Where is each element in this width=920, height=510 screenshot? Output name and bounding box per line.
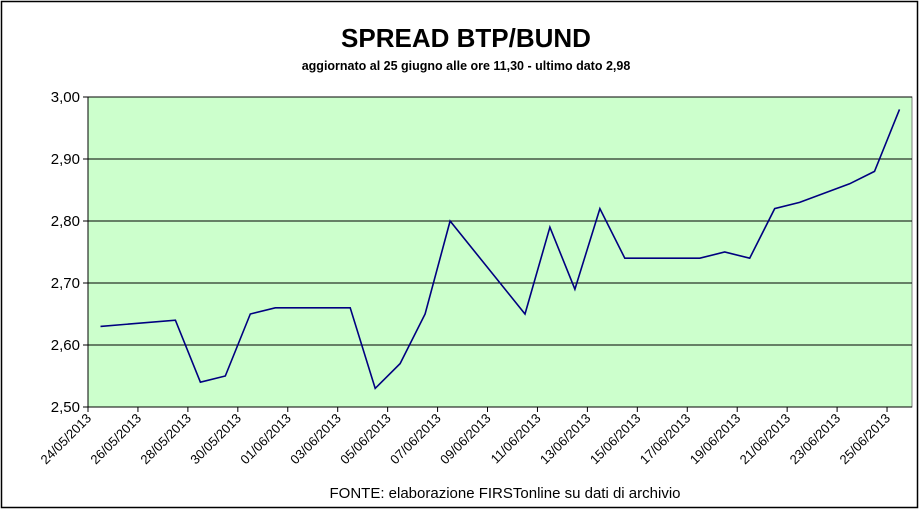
y-tick-label: 2,60 [51,337,80,354]
chart-subtitle: aggiornato al 25 giugno alle ore 11,30 -… [302,59,631,73]
data-line [100,109,901,390]
chart-title: SPREAD BTP/BUND [341,23,591,53]
plot-area [87,96,913,408]
y-tick-label: 2,70 [51,275,80,292]
source-note: FONTE: elaborazione FIRSTonline su dati … [330,485,681,502]
y-tick-label: 3,00 [51,89,80,106]
y-tick-label: 2,90 [51,151,80,168]
y-tick-label: 2,50 [51,399,80,416]
y-tick-label: 2,80 [51,213,80,230]
